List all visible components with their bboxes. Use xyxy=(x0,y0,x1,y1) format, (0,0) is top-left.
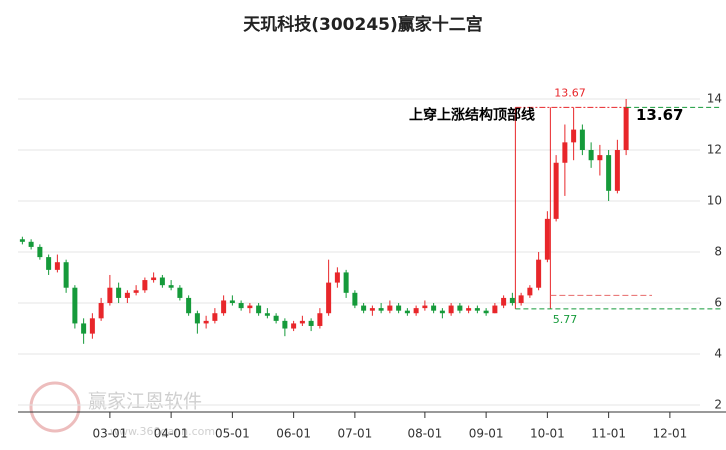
candle-body xyxy=(396,305,402,311)
candle-body xyxy=(308,320,314,326)
y-tick-label: 6 xyxy=(714,296,722,310)
candle-body xyxy=(509,297,515,304)
candle-body xyxy=(387,305,393,311)
watermark-brand: 赢家江恩软件 xyxy=(88,391,202,413)
candle-body xyxy=(72,287,78,324)
chart-title: 天玑科技(300245)赢家十二宫 xyxy=(243,14,483,35)
candle-body xyxy=(124,292,130,298)
x-tick-label: 10-01 xyxy=(530,427,565,441)
watermark-url: www.360gann.com xyxy=(110,425,215,438)
x-tick-label: 06-01 xyxy=(276,427,311,441)
x-tick-label: 04-01 xyxy=(154,427,189,441)
y-tick-label: 4 xyxy=(714,347,722,361)
candle-body xyxy=(282,320,288,329)
candle-body xyxy=(46,257,52,270)
candle-body xyxy=(544,218,550,260)
candle-body xyxy=(483,310,489,314)
candle-body xyxy=(343,272,349,293)
y-tick-label: 12 xyxy=(707,143,722,157)
candle-body xyxy=(317,313,323,326)
x-tick-label: 05-01 xyxy=(215,427,250,441)
y-tick-label: 14 xyxy=(707,92,722,106)
candle-body xyxy=(527,287,533,296)
candle-body xyxy=(177,287,183,298)
candle-body xyxy=(142,280,148,291)
candle-body xyxy=(404,310,410,314)
candle-body xyxy=(203,320,209,324)
candle-body xyxy=(492,305,498,314)
candle-body xyxy=(448,305,454,314)
candle-body xyxy=(37,246,43,258)
candle-body xyxy=(518,295,524,304)
annotation: 上穿上涨结构顶部线 xyxy=(409,106,535,123)
candle-body xyxy=(457,305,463,311)
candle-body xyxy=(501,297,507,306)
candle-body xyxy=(19,239,25,242)
candle-body xyxy=(89,318,95,334)
candle-body xyxy=(378,308,384,311)
candle-body xyxy=(221,300,227,314)
candle-body xyxy=(247,305,253,309)
x-tick-label: 11-01 xyxy=(591,427,626,441)
candle-body xyxy=(606,155,612,191)
candle-body xyxy=(326,282,332,314)
candle-body xyxy=(63,262,69,288)
candle-body xyxy=(597,155,603,161)
candle-body xyxy=(238,303,244,309)
candle-body xyxy=(28,241,34,247)
x-tick-label: 03-01 xyxy=(92,427,127,441)
candle-body xyxy=(54,262,60,270)
candle-body xyxy=(159,277,165,286)
candle-body xyxy=(212,313,218,321)
candle-body xyxy=(352,292,358,306)
candle-body xyxy=(273,315,279,321)
y-tick-label: 8 xyxy=(714,245,722,259)
candle-body xyxy=(116,287,122,298)
candle-body xyxy=(133,290,139,293)
candle-body xyxy=(466,308,472,311)
candle-body xyxy=(553,162,559,219)
candle-body xyxy=(291,323,297,329)
y-tick-label: 2 xyxy=(714,398,722,412)
candle-body xyxy=(588,150,594,161)
x-tick-label: 09-01 xyxy=(469,427,504,441)
watermark: 赢家江恩软件 www.360gann.com xyxy=(29,381,215,438)
candle-body xyxy=(186,297,192,314)
candle-body xyxy=(194,313,200,324)
candle-body xyxy=(474,308,480,311)
bottom-line-label: 5.77 xyxy=(553,313,578,326)
candle-body xyxy=(299,320,305,324)
candle-body xyxy=(536,259,542,288)
watermark-logo xyxy=(29,381,81,433)
candle-body xyxy=(334,272,340,283)
candle-body xyxy=(229,300,235,304)
top-line-label: 13.67 xyxy=(554,86,586,99)
candle-body xyxy=(579,129,585,151)
candle-body xyxy=(562,142,568,163)
x-tick-label: 07-01 xyxy=(337,427,372,441)
candle-body xyxy=(369,308,375,311)
candle-body xyxy=(431,305,437,311)
candle-body xyxy=(614,150,620,191)
candle-body xyxy=(168,285,174,288)
candle-body xyxy=(413,308,419,314)
candle-body xyxy=(571,129,577,143)
candle-body xyxy=(98,303,104,319)
x-tick-label: 12-01 xyxy=(652,427,687,441)
candle-body xyxy=(422,305,428,309)
candle-body xyxy=(361,305,367,311)
breakout-value: 13.67 xyxy=(636,106,683,124)
candle-body xyxy=(107,287,113,304)
candle-body xyxy=(264,313,270,316)
candle-body xyxy=(81,323,87,334)
candle-body xyxy=(256,305,262,314)
candle-body xyxy=(151,277,157,281)
x-tick-label: 08-01 xyxy=(407,427,442,441)
y-tick-label: 10 xyxy=(707,194,722,208)
candle-body xyxy=(623,107,629,151)
candle-body xyxy=(439,310,445,314)
